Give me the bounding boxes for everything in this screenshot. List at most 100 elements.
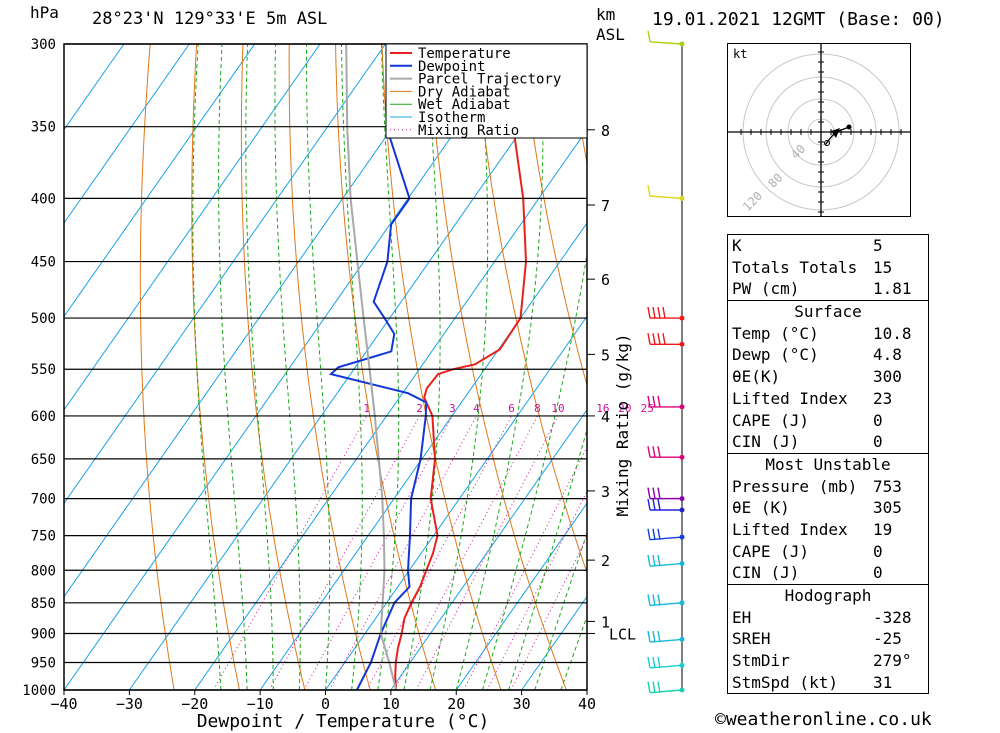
legend-label: Temperature <box>418 46 511 62</box>
hodograph-section-title: Hodograph <box>784 586 872 605</box>
isotherm-line <box>325 315 587 690</box>
wind-barb <box>647 594 683 607</box>
mixing-ratio-label: 3 <box>449 402 456 415</box>
wet-adiabat-line <box>403 44 441 690</box>
skew-t-chart: 1 2 3 4 6 8 10 16 20 2530035040045050055060065070… <box>22 30 685 732</box>
mixing-ratio-label: 4 <box>473 402 480 415</box>
most-unstable-value: 19 <box>873 519 893 539</box>
pressure-tick-label: 950 <box>31 655 56 671</box>
index-row-totals: Totals Totals 15 <box>728 257 928 279</box>
wind-barb <box>647 555 683 567</box>
hodograph-value: 279° <box>873 651 912 671</box>
hodograph-plot: kt 40 80 120 <box>728 44 910 216</box>
isotherm-line <box>64 44 190 224</box>
mixing-ratio-label: 20 <box>618 402 631 415</box>
hodograph-panel: kt 40 80 120 <box>727 43 911 217</box>
pressure-tick-label: 800 <box>31 563 56 579</box>
mixing-ratio-line <box>213 415 368 690</box>
most-unstable-row: CIN (J) 0 <box>728 562 928 584</box>
isotherm-line <box>64 44 517 690</box>
mixing-ratio-line <box>393 415 538 690</box>
wet-adiabat-line <box>341 44 363 690</box>
x-tick-label: 30 <box>513 695 531 713</box>
wet-adiabat-line <box>481 250 587 690</box>
x-tick-label: −20 <box>181 695 208 713</box>
surface-label: Temp (°C) <box>732 323 819 343</box>
mixing-ratio-axis-label: Mixing Ratio (g/kg) <box>613 333 632 516</box>
hodograph-point <box>824 140 830 146</box>
surface-value: 4.8 <box>873 345 902 365</box>
mixing-ratio-line <box>268 415 421 690</box>
isotherm-line <box>64 44 125 131</box>
index-value: 1.81 <box>873 279 912 299</box>
surface-row: CAPE (J) 0 <box>728 410 928 432</box>
hodograph-row: StmDir 279° <box>728 650 928 672</box>
most-unstable-row: θE (K) 305 <box>728 497 928 519</box>
legend-label: Isotherm <box>418 110 485 126</box>
pressure-tick-label: 650 <box>31 452 56 468</box>
most-unstable-value: 0 <box>873 563 883 583</box>
surface-label: Lifted Index <box>732 388 848 408</box>
index-label: Totals Totals <box>732 257 858 277</box>
pressure-tick-label: 400 <box>31 191 56 207</box>
hodograph-ring-label: 120 <box>740 189 765 214</box>
legend-box <box>385 43 588 139</box>
wet-adiabat-line <box>274 44 301 690</box>
pressure-tick-label: 350 <box>31 120 56 136</box>
index-label: PW (cm) <box>732 279 800 299</box>
surface-row: Dewp (°C) 4.8 <box>728 344 928 366</box>
pressure-tick-label: 750 <box>31 529 56 545</box>
most-unstable-label: θE (K) <box>732 498 790 518</box>
mixing-ratio-label: 8 <box>534 402 541 415</box>
wet-adiabat-line <box>534 531 587 690</box>
wind-barb <box>647 185 683 200</box>
isotherm-line <box>128 44 582 690</box>
wet-adiabat-line <box>508 427 587 690</box>
dry-adiabat-line <box>520 44 587 388</box>
wind-barb <box>647 498 682 511</box>
surface-row: θE(K) 300 <box>728 366 928 388</box>
pressure-tick-label: 900 <box>31 626 56 642</box>
hodograph-trace <box>824 126 850 146</box>
isotherm-line <box>586 689 587 690</box>
height-tick-label: 6 <box>601 271 610 289</box>
wind-barb <box>647 333 682 345</box>
x-tick-label: 40 <box>578 695 596 713</box>
hodograph-row: EH -328 <box>728 607 928 629</box>
location-title: 28°23'N 129°33'E 5m ASL <box>92 9 328 29</box>
pressure-tick-label: 450 <box>31 255 56 271</box>
most-unstable-row: Lifted Index 19 <box>728 519 928 541</box>
wind-barb <box>647 681 683 694</box>
isotherm-line <box>455 502 587 690</box>
credit-link[interactable]: ©weatheronline.co.uk <box>715 709 932 730</box>
surface-label: CIN (J) <box>732 432 800 452</box>
pressure-tick-label: 1000 <box>22 683 56 699</box>
hodograph-point <box>846 124 852 130</box>
dry-adiabat-line <box>566 44 587 166</box>
mixing-ratio-label: 2 <box>416 402 423 415</box>
height-tick-label: 1 <box>601 613 610 631</box>
surface-label: θE(K) <box>732 367 781 387</box>
height-ref-label: ASL <box>596 25 625 44</box>
wind-barb <box>647 630 683 643</box>
most-unstable-row: CAPE (J) 0 <box>728 541 928 563</box>
index-value: 15 <box>873 257 893 277</box>
x-tick-label: −40 <box>50 695 77 713</box>
surface-section-title: Surface <box>794 302 862 322</box>
height-tick-label: 8 <box>601 122 610 140</box>
x-axis-label: Dewpoint / Temperature (°C) <box>197 711 490 732</box>
surface-row: CIN (J) 0 <box>728 431 928 453</box>
parcel-trajectory <box>345 44 398 690</box>
index-row-pw: PW (cm) 1.81 <box>728 278 928 300</box>
x-tick-label: −10 <box>247 695 274 713</box>
surface-value: 23 <box>873 388 893 408</box>
hodograph-label: StmSpd (kt) <box>732 672 838 692</box>
mixing-ratio-line <box>329 415 477 690</box>
storm-motion-marker <box>831 128 840 138</box>
dry-adiabat-line <box>474 44 587 574</box>
most-unstable-section-title: Most Unstable <box>765 454 891 474</box>
pressure-tick-label: 500 <box>31 311 56 327</box>
hodograph-value: -25 <box>873 629 902 649</box>
most-unstable-value: 305 <box>873 498 902 518</box>
